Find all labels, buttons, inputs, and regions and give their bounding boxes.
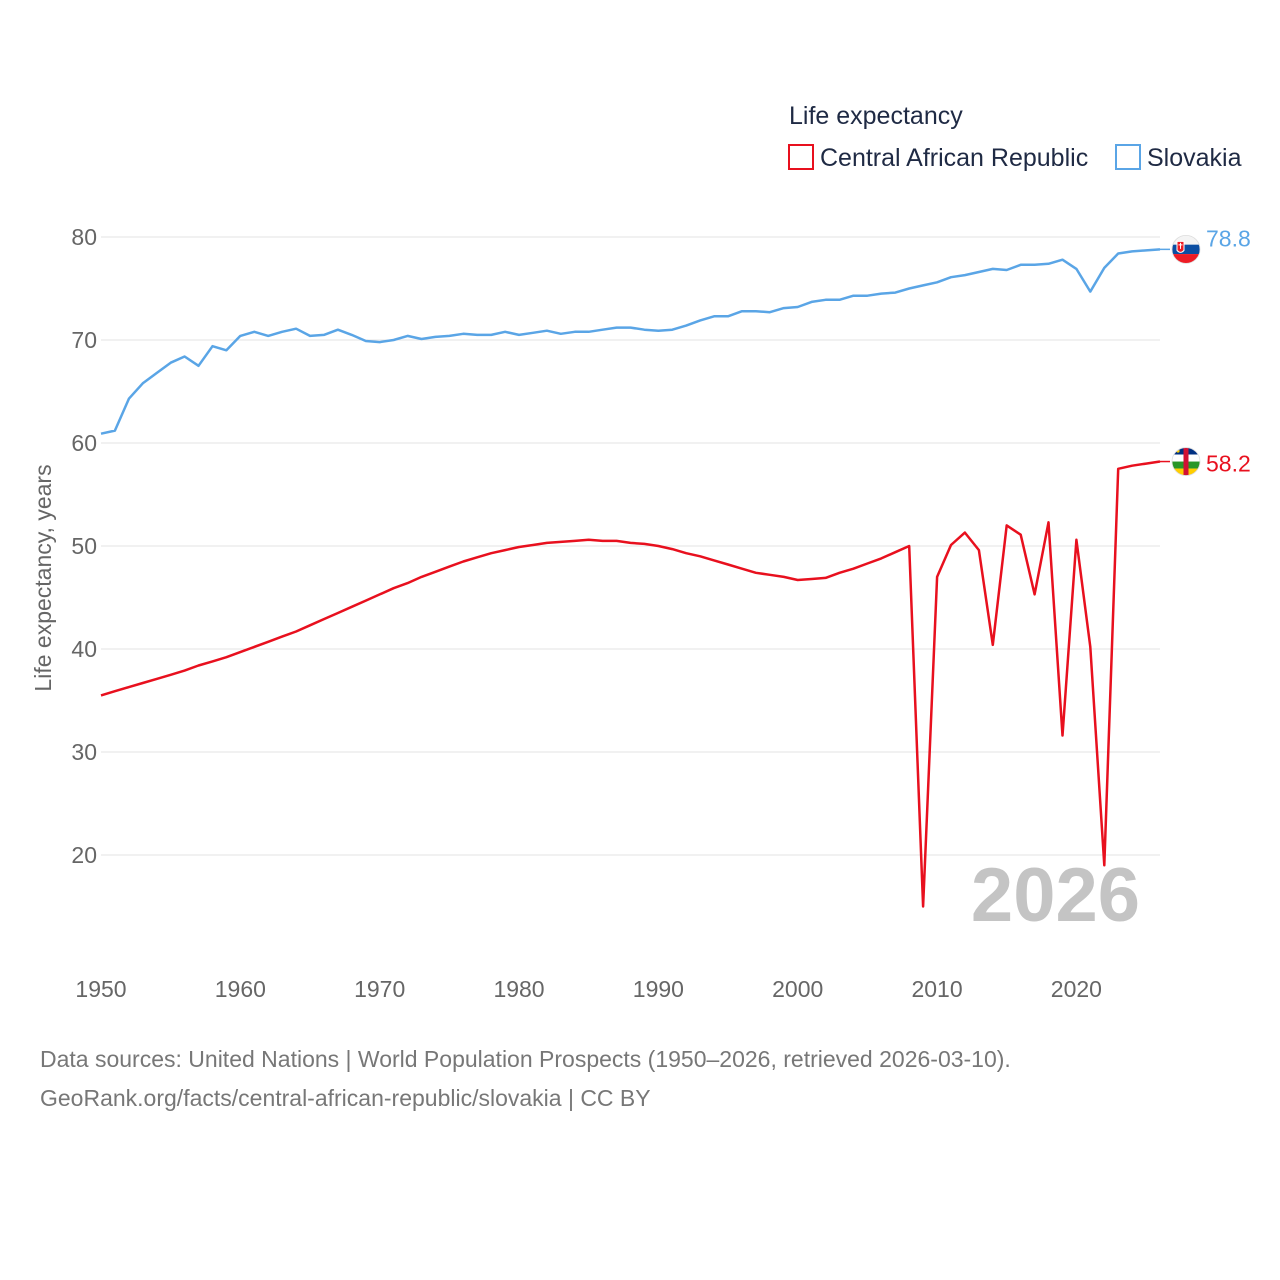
legend-title: Life expectancy [789,102,963,130]
x-tick-label-1960: 1960 [215,976,266,1002]
y-tick-label-40: 40 [71,636,97,662]
end-value-label-central-african-republic: 58.2 [1206,451,1251,477]
legend-item-slovakia[interactable]: Slovakia [1115,144,1242,172]
y-tick-label-50: 50 [71,533,97,559]
year-watermark: 2026 [971,853,1140,938]
source-line-link[interactable]: GeoRank.org/facts/central-african-republ… [40,1085,651,1111]
legend-label-slovakia: Slovakia [1147,144,1242,172]
series-line-central-african-republic [100,460,1161,908]
y-tick-label-70: 70 [71,327,97,353]
legend-label-central-african-republic: Central African Republic [820,144,1088,172]
x-tick-label-2020: 2020 [1051,976,1102,1002]
y-tick-label-60: 60 [71,430,97,456]
y-tick-labels: 20 30 40 50 60 70 80 [71,224,97,868]
y-gridlines [101,236,1160,856]
x-tick-label-1980: 1980 [493,976,544,1002]
y-tick-label-80: 80 [71,224,97,250]
y-axis-label: Life expectancy, years [30,464,56,691]
central-african-republic-flag-icon [1171,447,1201,476]
legend-swatch-slovakia [1115,144,1141,170]
slovakia-flag-icon [1171,234,1201,264]
legend-swatch-central-african-republic [788,144,814,170]
end-value-label-slovakia: 78.8 [1206,225,1251,251]
x-tick-label-1970: 1970 [354,976,405,1002]
legend-item-central-african-republic[interactable]: Central African Republic [788,144,1088,172]
y-tick-label-20: 20 [71,842,97,868]
series-lines [100,248,1170,908]
x-tick-label-2000: 2000 [772,976,823,1002]
y-tick-label-30: 30 [71,739,97,765]
source-note: Data sources: United Nations | World Pop… [40,1040,1011,1118]
x-tick-labels: 1950 1960 1970 1980 1990 2000 2010 2020 [75,976,1102,1002]
source-line-data: Data sources: United Nations | World Pop… [40,1046,1011,1072]
x-tick-label-1990: 1990 [633,976,684,1002]
x-tick-label-2010: 2010 [911,976,962,1002]
series-line-slovakia [100,248,1161,435]
legend: Life expectancy Central African Republic… [788,102,1242,172]
x-tick-label-1950: 1950 [75,976,126,1002]
